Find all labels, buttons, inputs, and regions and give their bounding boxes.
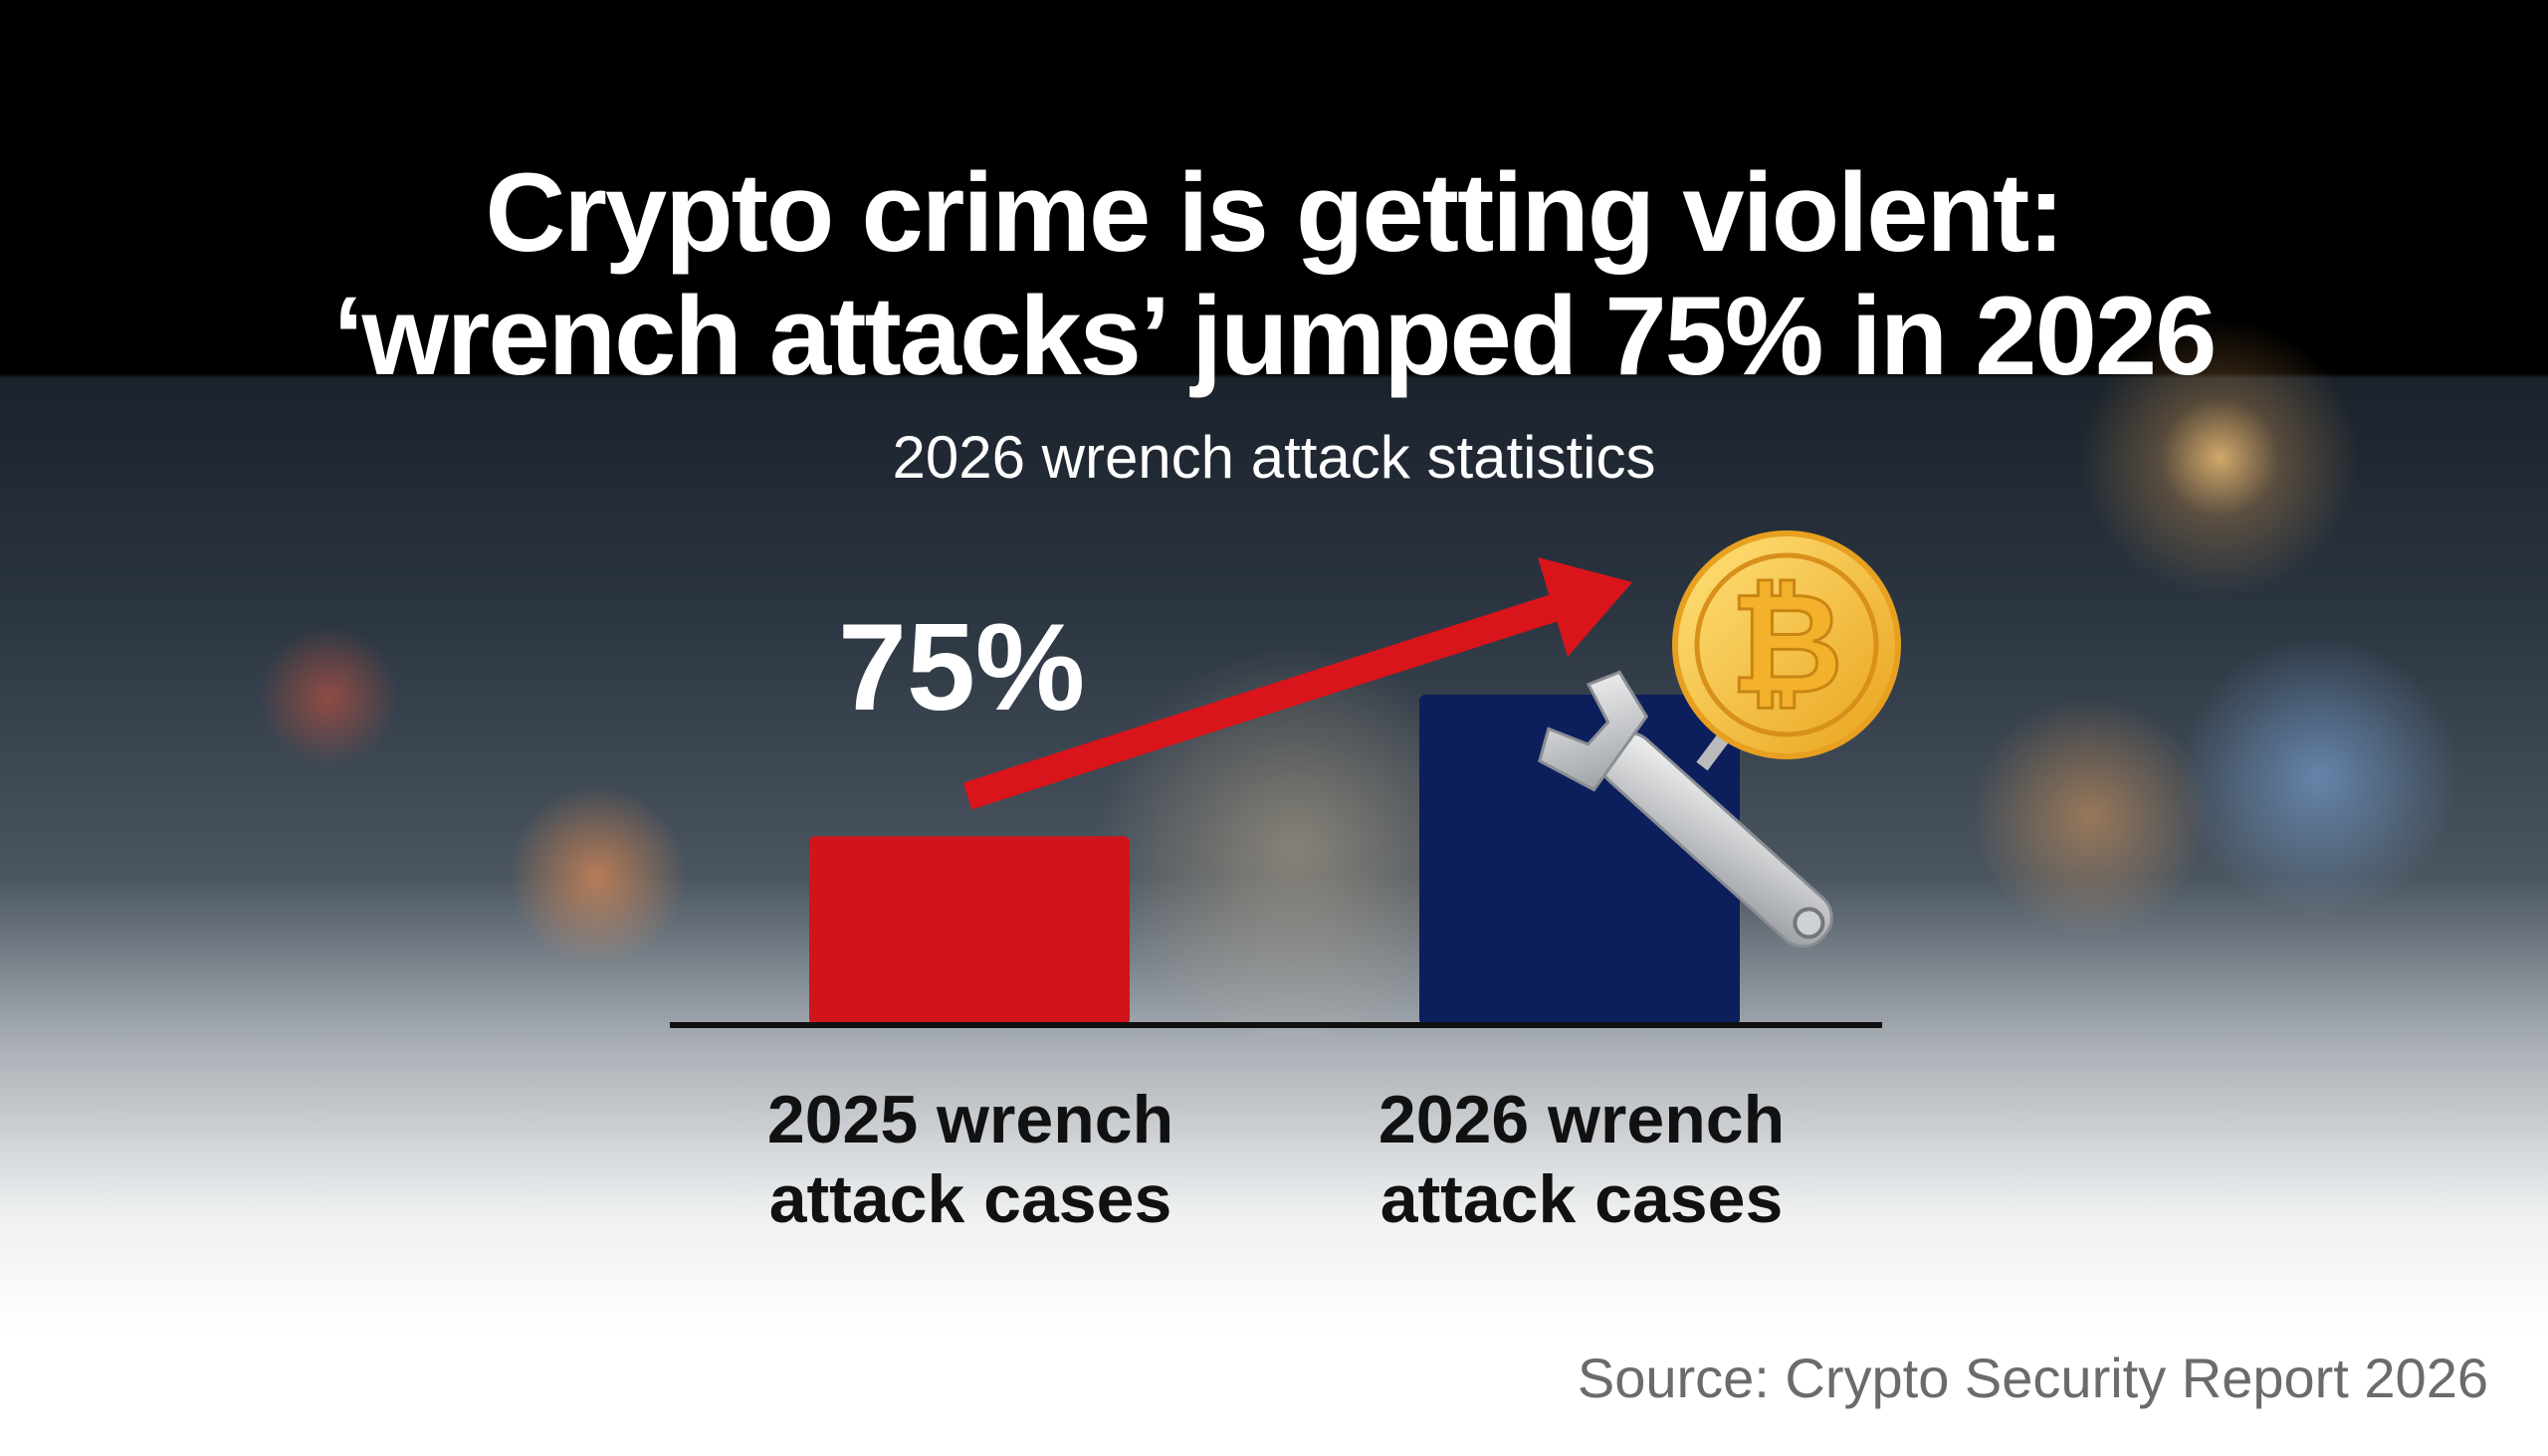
category-label-line: attack cases [768, 1161, 1172, 1237]
category-label-line: 2025 wrench [766, 1082, 1174, 1157]
headline-line-2: ‘wrench attacks’ jumped 75% in 2026 [332, 274, 2218, 398]
category-label-line: attack cases [1380, 1161, 1784, 1237]
category-label-line: 2026 wrench [1378, 1082, 1786, 1157]
category-label-2026: 2026 wrench attack cases [1283, 1080, 1880, 1239]
svg-text:₿: ₿ [1730, 565, 1843, 722]
increase-annotation: 75% [838, 599, 1086, 736]
headline-line-1: Crypto crime is getting violent: [485, 150, 2064, 275]
trend-arrow-icon [962, 557, 1632, 810]
wrench-icon [1538, 670, 1833, 948]
category-label-2025: 2025 wrench attack cases [672, 1080, 1269, 1239]
bitcoin-coin-icon: ₿ [1672, 530, 1901, 771]
source-note: Source: Crypto Security Report 2026 [1577, 1347, 2488, 1409]
bar-2025 [809, 836, 1130, 1025]
chart-subtitle: 2026 wrench attack statistics [892, 424, 1656, 491]
